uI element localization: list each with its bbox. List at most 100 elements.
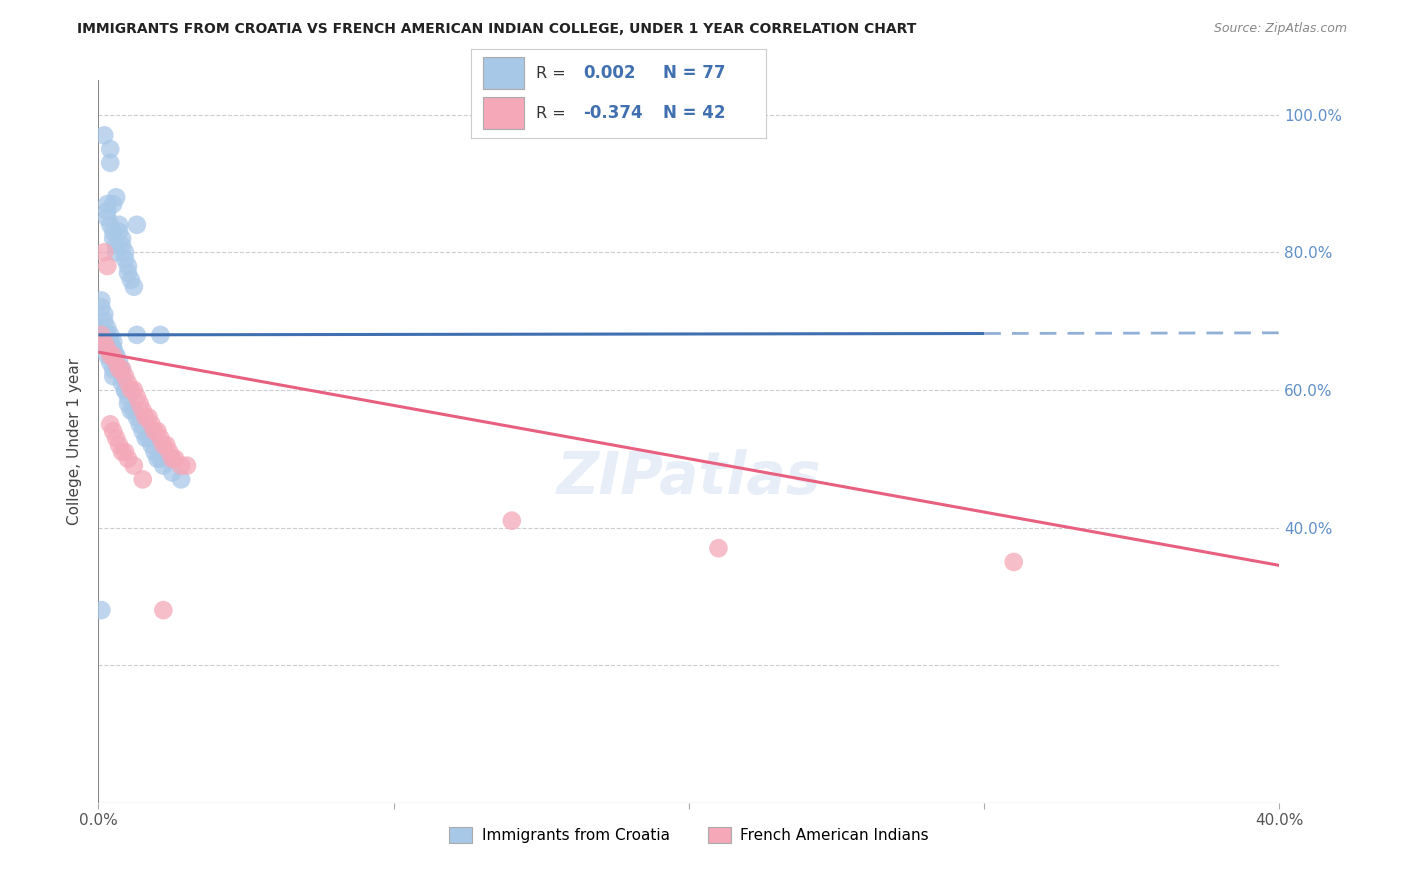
Point [128, 417, 150, 432]
Point [105, 190, 128, 204]
Text: R =: R = [536, 66, 571, 80]
Point [93, 307, 115, 321]
Point [103, 342, 125, 356]
Point [132, 472, 155, 486]
Point [152, 458, 174, 473]
Bar [482, 97, 524, 129]
Point [111, 362, 134, 376]
Point [96, 197, 118, 211]
Point [149, 451, 172, 466]
Point [108, 362, 131, 376]
Point [122, 383, 145, 397]
Point [103, 197, 125, 211]
Point [155, 438, 177, 452]
Point [90, 321, 112, 335]
Point [114, 245, 136, 260]
Point [103, 362, 125, 376]
Point [98, 417, 121, 432]
Point [111, 445, 134, 459]
Point [132, 403, 155, 417]
Point [149, 327, 172, 342]
Text: R =: R = [536, 106, 571, 120]
Point [98, 218, 121, 232]
Point [114, 369, 136, 384]
Point [98, 142, 121, 156]
Point [90, 327, 112, 342]
Point [128, 397, 150, 411]
Point [135, 410, 157, 425]
Point [501, 514, 523, 528]
Point [111, 376, 134, 390]
Point [105, 245, 128, 260]
Point [93, 334, 115, 349]
Point [114, 252, 136, 267]
Text: N = 42: N = 42 [664, 104, 725, 122]
Point [125, 327, 148, 342]
Point [162, 466, 183, 480]
Point [152, 603, 174, 617]
Point [152, 438, 174, 452]
Point [93, 245, 115, 260]
Point [108, 355, 131, 369]
Point [111, 362, 134, 376]
Point [93, 128, 115, 143]
Point [125, 410, 148, 425]
Text: ZIPatlas: ZIPatlas [557, 450, 821, 506]
Point [90, 327, 112, 342]
Point [143, 445, 166, 459]
Point [98, 349, 121, 363]
Point [98, 349, 121, 363]
Point [96, 342, 118, 356]
Point [98, 334, 121, 349]
Point [96, 349, 118, 363]
Point [157, 445, 180, 459]
Point [170, 472, 193, 486]
Point [93, 334, 115, 349]
Point [103, 231, 125, 245]
Point [138, 410, 160, 425]
Text: 0.002: 0.002 [583, 64, 636, 82]
Y-axis label: College, Under 1 year: College, Under 1 year [67, 358, 83, 525]
Point [105, 349, 128, 363]
Point [117, 390, 139, 404]
Point [103, 334, 125, 349]
Point [108, 362, 131, 376]
Point [98, 355, 121, 369]
Point [141, 417, 163, 432]
Point [176, 458, 198, 473]
Point [143, 424, 166, 438]
Point [96, 327, 118, 342]
Point [105, 349, 128, 363]
Point [135, 431, 157, 445]
Point [90, 293, 112, 308]
Point [93, 314, 115, 328]
Point [117, 266, 139, 280]
Point [125, 218, 148, 232]
Point [707, 541, 730, 556]
Point [111, 369, 134, 384]
Text: IMMIGRANTS FROM CROATIA VS FRENCH AMERICAN INDIAN COLLEGE, UNDER 1 YEAR CORRELAT: IMMIGRANTS FROM CROATIA VS FRENCH AMERIC… [77, 22, 917, 37]
Point [108, 438, 131, 452]
Point [122, 458, 145, 473]
Text: N = 77: N = 77 [664, 64, 725, 82]
Point [98, 334, 121, 349]
Point [96, 211, 118, 225]
Point [105, 431, 128, 445]
Point [103, 424, 125, 438]
Point [141, 438, 163, 452]
Text: Source: ZipAtlas.com: Source: ZipAtlas.com [1213, 22, 1347, 36]
Point [105, 238, 128, 252]
Point [138, 431, 160, 445]
Point [114, 445, 136, 459]
Point [122, 403, 145, 417]
Point [120, 273, 142, 287]
Point [98, 327, 121, 342]
Point [162, 451, 183, 466]
Point [103, 342, 125, 356]
Point [108, 362, 131, 376]
Point [170, 458, 193, 473]
Point [103, 369, 125, 384]
Point [120, 383, 142, 397]
Text: -0.374: -0.374 [583, 104, 643, 122]
Point [103, 349, 125, 363]
